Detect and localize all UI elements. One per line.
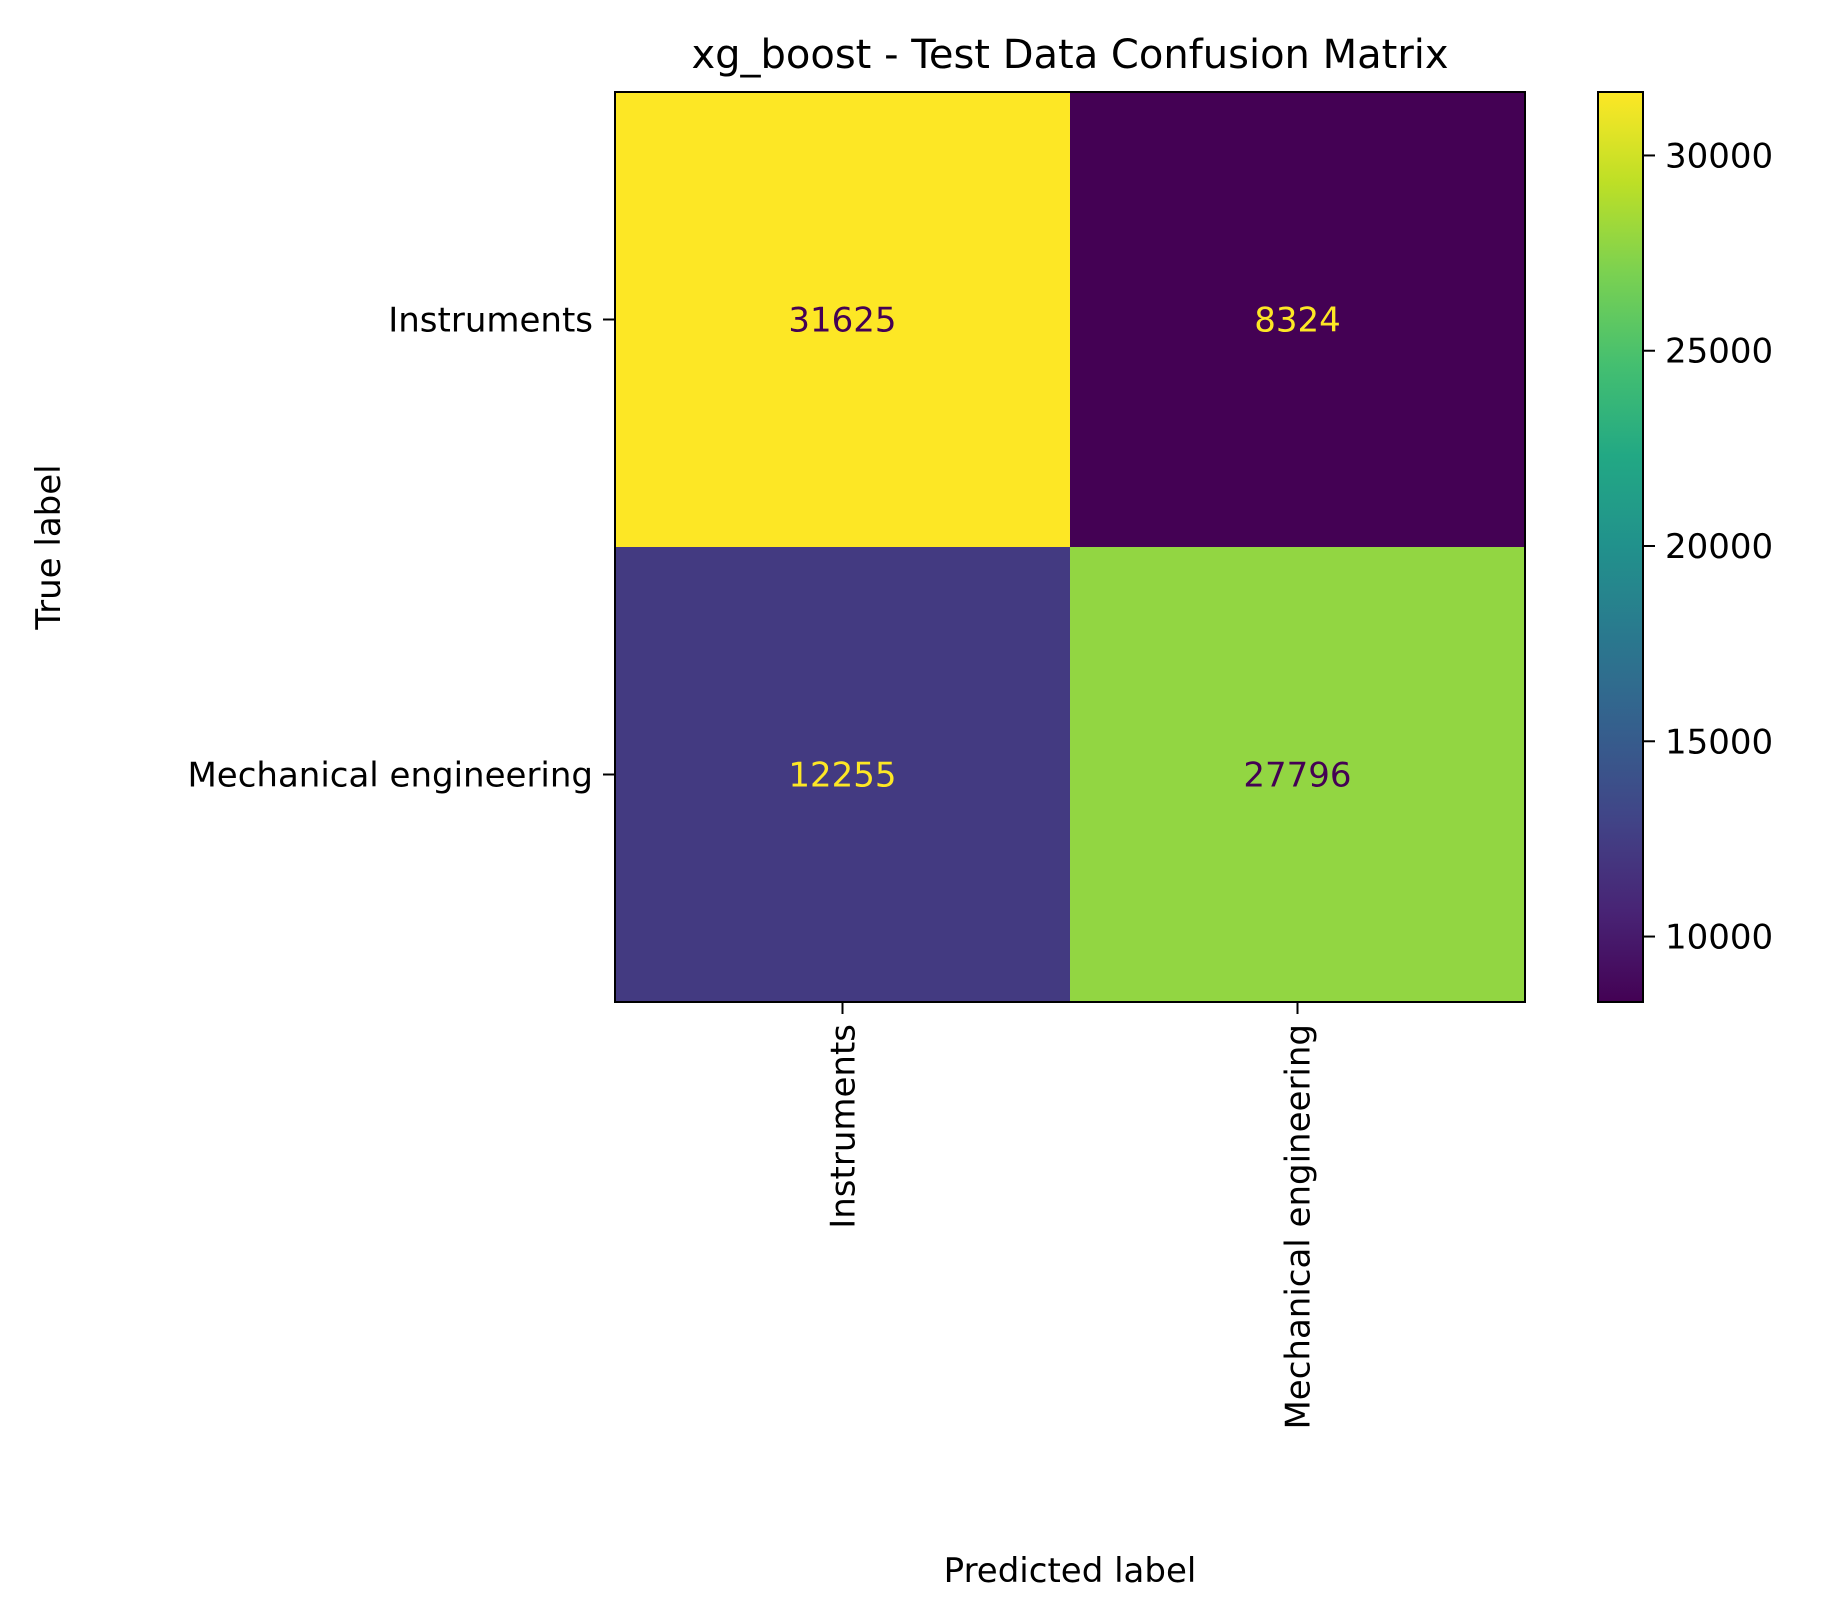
x-tick-label-0: Instruments	[824, 1024, 864, 1229]
chart-title: xg_boost - Test Data Confusion Matrix	[691, 32, 1448, 78]
colorbar-tick-label-2: 20000	[1665, 527, 1773, 567]
cell-value-r1-c1: 27796	[1243, 756, 1351, 796]
y-tick-label-1: Mechanical engineering	[187, 756, 593, 796]
cell-value-r0-c0: 31625	[788, 301, 896, 341]
colorbar-tick-label-1: 15000	[1665, 722, 1773, 762]
colorbar-tick-label-3: 25000	[1665, 332, 1773, 372]
x-axis-label: Predicted label	[944, 1551, 1197, 1591]
y-axis-label: True label	[29, 464, 69, 630]
colorbar-tick-label-4: 30000	[1665, 136, 1773, 176]
colorbar-tick-label-0: 10000	[1665, 918, 1773, 958]
colorbar-gradient	[1598, 92, 1643, 1002]
matrix-cells	[615, 92, 1525, 1002]
cell-value-r0-c1: 8324	[1254, 301, 1341, 341]
y-tick-label-0: Instruments	[388, 301, 593, 341]
x-tick-label-1: Mechanical engineering	[1279, 1024, 1319, 1430]
cell-value-r1-c0: 12255	[788, 756, 896, 796]
